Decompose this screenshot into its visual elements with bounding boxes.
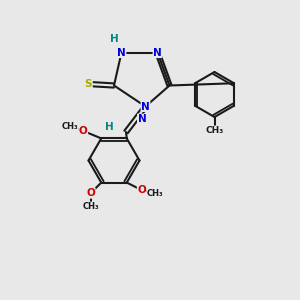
Text: CH₃: CH₃	[61, 122, 78, 131]
Text: N: N	[137, 114, 146, 124]
Text: CH₃: CH₃	[206, 126, 224, 135]
Text: N: N	[141, 101, 150, 112]
Text: N: N	[153, 47, 162, 58]
Text: O: O	[86, 188, 95, 198]
Text: O: O	[79, 126, 88, 136]
Text: CH₃: CH₃	[82, 202, 99, 211]
Text: CH₃: CH₃	[147, 189, 164, 198]
Text: H: H	[110, 34, 118, 44]
Text: H: H	[105, 122, 114, 133]
Text: O: O	[137, 185, 146, 195]
Text: N: N	[117, 47, 126, 58]
Text: S: S	[85, 79, 92, 89]
